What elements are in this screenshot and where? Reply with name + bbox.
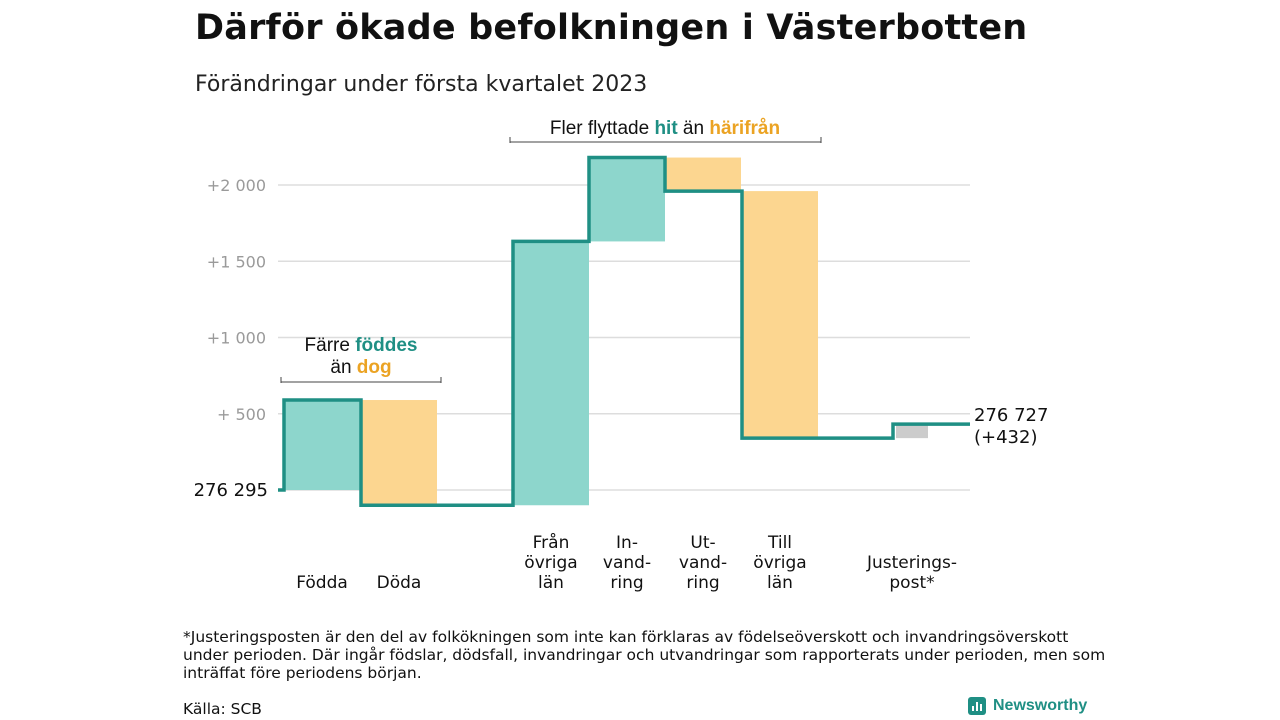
y-tick-label: + 500 bbox=[217, 405, 266, 424]
footnote: *Justeringsposten är den del av folkökni… bbox=[183, 628, 1106, 682]
category-label: ring bbox=[686, 573, 719, 593]
category-label: ring bbox=[610, 573, 643, 593]
y-tick-label: +1 500 bbox=[207, 252, 266, 271]
end-change-label: (+432) bbox=[974, 427, 1037, 448]
category-label: post* bbox=[889, 573, 934, 593]
bar bbox=[589, 157, 665, 242]
chart-title: Därför ökade befolkningen i Västerbotten bbox=[195, 8, 1028, 48]
source-note: Källa: SCB bbox=[183, 700, 262, 718]
category-label: vand- bbox=[603, 553, 651, 573]
y-tick-label: +2 000 bbox=[207, 176, 266, 195]
y-tick-label: +1 000 bbox=[207, 329, 266, 348]
category-label: Till bbox=[767, 533, 792, 553]
bar bbox=[896, 424, 928, 439]
annotation-bracket bbox=[280, 377, 442, 383]
category-label: län bbox=[538, 573, 564, 593]
bar bbox=[665, 157, 741, 192]
category-label: vand- bbox=[679, 553, 727, 573]
brand-name: Newsworthy bbox=[993, 697, 1088, 714]
annotation-births-line2: än dog bbox=[330, 357, 391, 378]
brand-logo: Newsworthy bbox=[968, 697, 1087, 715]
annotation-migration: Fler flyttade hit än härifrån bbox=[550, 118, 780, 139]
category-label: län bbox=[767, 573, 793, 593]
end-value-label: 276 727 bbox=[974, 405, 1048, 426]
category-label: In- bbox=[616, 533, 638, 553]
category-label: Födda bbox=[296, 573, 348, 593]
bar-chart-icon bbox=[968, 697, 986, 715]
annotation-births-line1: Färre föddes bbox=[305, 335, 418, 356]
bar bbox=[513, 241, 589, 506]
category-label: övriga bbox=[524, 553, 577, 573]
bar bbox=[742, 191, 818, 439]
start-value-label: 276 295 bbox=[194, 480, 268, 501]
category-label: Justerings- bbox=[866, 553, 957, 573]
category-label: övriga bbox=[753, 553, 806, 573]
bar bbox=[284, 400, 360, 490]
annotation-bracket bbox=[509, 137, 822, 143]
chart-subtitle: Förändringar under första kvartalet 2023 bbox=[195, 72, 648, 97]
bar bbox=[361, 400, 437, 506]
category-label: Ut- bbox=[690, 533, 715, 553]
series-line bbox=[278, 155, 970, 507]
category-label: Från bbox=[533, 532, 570, 553]
category-label: Döda bbox=[377, 573, 422, 593]
